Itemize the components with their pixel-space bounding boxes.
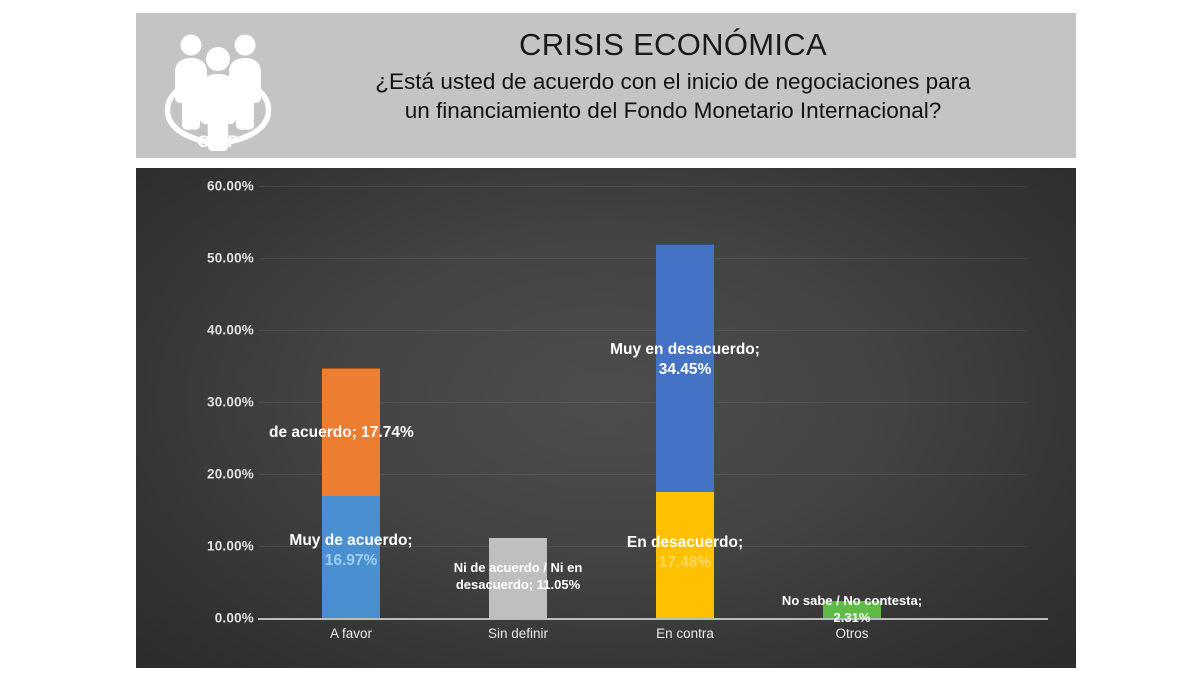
chart-panel: 60.00% 50.00% 40.00% 30.00% 20.00% 10.00…	[136, 168, 1076, 668]
bar-segment-ni-acuerdo-ni-desacuerdo[interactable]	[489, 538, 547, 618]
plot-area: 60.00% 50.00% 40.00% 30.00% 20.00% 10.00…	[136, 168, 1076, 668]
bar-segment-de-acuerdo[interactable]	[322, 368, 380, 496]
page-title: CRISIS ECONÓMICA	[519, 27, 827, 62]
y-tick-20: 20.00%	[207, 466, 254, 482]
y-tick-10: 10.00%	[207, 538, 254, 554]
gridline-50	[258, 258, 1028, 259]
x-axis-line	[258, 618, 1048, 620]
cigp-logo: CIGP	[158, 23, 278, 151]
y-tick-30: 30.00%	[207, 394, 254, 410]
x-tick-en-contra: En contra	[656, 626, 714, 641]
gridline-30	[258, 402, 1028, 403]
y-tick-40: 40.00%	[207, 322, 254, 338]
bar-segment-muy-de-acuerdo[interactable]	[322, 495, 380, 618]
bar-segment-muy-en-desacuerdo[interactable]	[656, 244, 714, 493]
header-banner: CIGP CRISIS ECONÓMICA ¿Está usted de acu…	[136, 13, 1076, 158]
logo-wordmark: CIGP	[197, 132, 239, 151]
bar-segment-en-desacuerdo[interactable]	[656, 492, 714, 618]
x-tick-a-favor: A favor	[329, 626, 373, 641]
y-tick-60: 60.00%	[207, 178, 254, 194]
bar-segment-no-sabe-no-contesta[interactable]	[823, 601, 881, 618]
gridline-10	[258, 546, 1028, 547]
gridline-60	[258, 186, 1028, 187]
y-tick-0: 0.00%	[214, 610, 254, 626]
page-subtitle-line-1: ¿Está usted de acuerdo con el inicio de …	[375, 68, 971, 94]
page-subtitle-line-2: un financiamiento del Fondo Monetario In…	[404, 98, 942, 124]
x-tick-otros: Otros	[835, 626, 869, 641]
gridline-20	[258, 474, 1028, 475]
gridline-40	[258, 330, 1028, 331]
header-text-block: CRISIS ECONÓMICA ¿Está usted de acuerdo …	[286, 27, 1060, 126]
x-tick-sin-definir: Sin definir	[487, 626, 549, 641]
y-tick-50: 50.00%	[207, 250, 254, 266]
